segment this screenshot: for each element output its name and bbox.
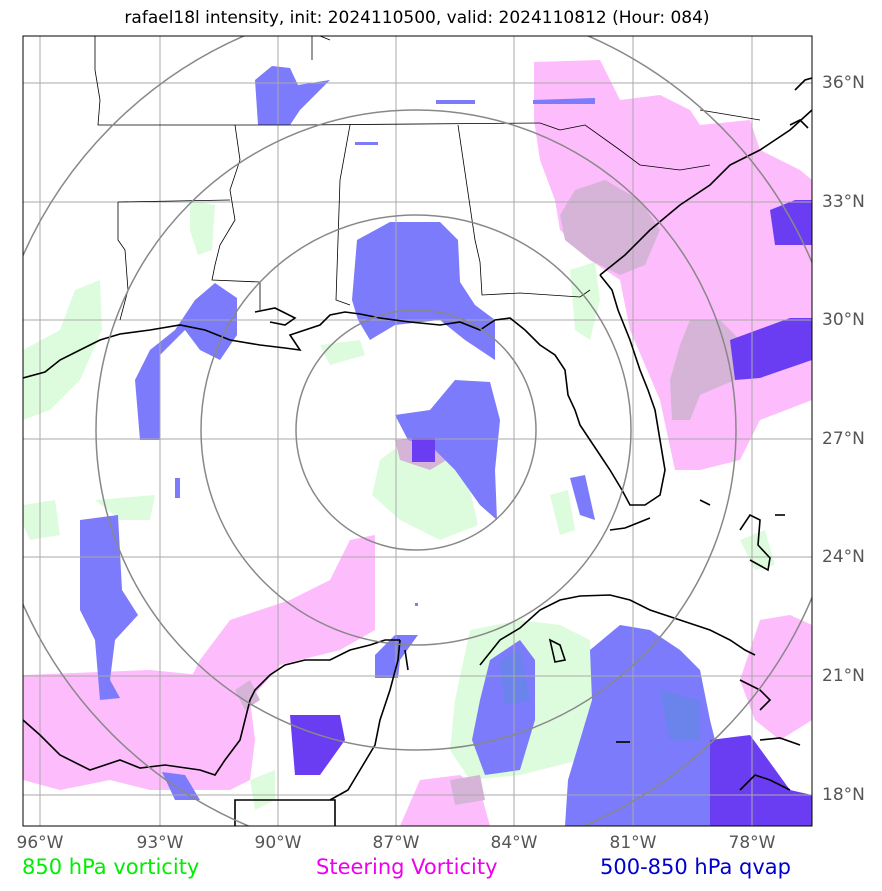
lon-label: 90°W [254, 833, 302, 853]
map-title: rafael18l intensity, init: 2024110500, v… [124, 8, 710, 28]
lon-label: 93°W [136, 833, 184, 853]
state-borders [94, 36, 761, 321]
legend-vorticity-850: 850 hPa vorticity [22, 855, 200, 879]
qvap-fill [80, 66, 740, 826]
lon-label: 78°W [728, 833, 776, 853]
lat-label: 21°N [822, 666, 865, 686]
graticule [23, 36, 812, 826]
qvap-overlap-fill [500, 650, 700, 740]
lat-label: 30°N [822, 310, 865, 330]
lon-label: 87°W [372, 833, 420, 853]
lat-label: 36°N [822, 73, 865, 93]
lat-label: 24°N [822, 547, 865, 567]
lat-label: 33°N [822, 192, 865, 212]
map-frame [22, 35, 813, 827]
lat-label: 27°N [822, 429, 865, 449]
lon-label: 84°W [490, 833, 538, 853]
coastlines [23, 77, 812, 826]
legend-steering-vorticity: Steering Vorticity [316, 855, 498, 879]
qvap-dark-fill [290, 200, 812, 826]
legend-qvap: 500-850 hPa qvap [600, 855, 791, 879]
lon-label: 96°W [16, 833, 64, 853]
distance-rings [23, 36, 812, 826]
lat-label: 18°N [822, 785, 865, 805]
lon-label: 81°W [609, 833, 657, 853]
overlap-fill [235, 180, 745, 805]
